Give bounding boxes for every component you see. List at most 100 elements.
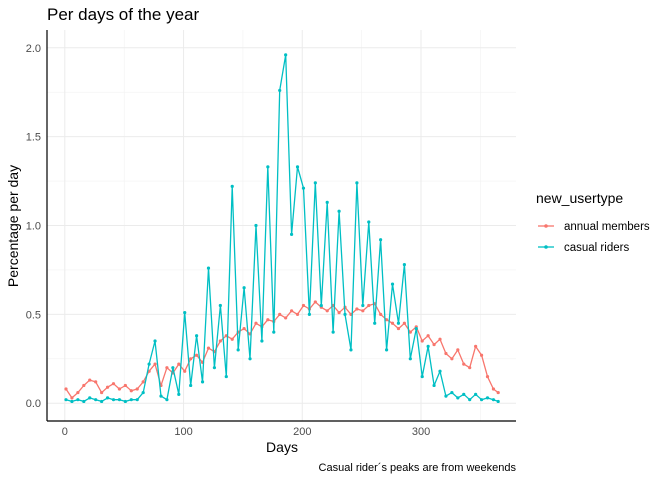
y-tick-label: 1.0 xyxy=(26,221,41,233)
series-point xyxy=(313,181,317,185)
x-tick-label: 300 xyxy=(412,426,430,438)
series-point xyxy=(432,342,436,347)
series-point xyxy=(491,398,496,402)
series-point xyxy=(159,394,163,398)
series-point xyxy=(165,366,169,370)
series-point xyxy=(462,362,466,366)
x-tick-label: 100 xyxy=(174,426,192,438)
series-point xyxy=(266,165,270,169)
series-point xyxy=(254,321,258,325)
series-point xyxy=(319,303,323,308)
series-point xyxy=(496,390,500,395)
x-tick-label: 0 xyxy=(62,426,68,438)
legend-key-point xyxy=(544,224,548,228)
series-point xyxy=(141,390,145,395)
series-point xyxy=(331,330,335,334)
series-point xyxy=(420,374,424,379)
series-point xyxy=(206,266,211,270)
series-point xyxy=(111,382,116,386)
y-ticks: 0.0 0.5 1.0 1.5 2.0 xyxy=(26,43,41,410)
grid-major xyxy=(47,30,516,421)
series-point xyxy=(206,346,211,350)
series-point xyxy=(183,369,187,373)
series-point xyxy=(248,357,252,361)
series-point xyxy=(189,383,193,388)
series-point xyxy=(230,337,234,341)
chart-title: Per days of the year xyxy=(47,5,199,24)
series-point xyxy=(278,88,282,93)
y-tick-label: 0.0 xyxy=(26,398,41,410)
series-point xyxy=(129,389,133,393)
series-point xyxy=(230,184,234,188)
series-point xyxy=(100,390,104,395)
y-axis-title: Percentage per day xyxy=(5,165,21,287)
series-point xyxy=(82,399,86,404)
series-point xyxy=(361,303,365,308)
series-point xyxy=(479,398,484,402)
series-point xyxy=(414,326,418,331)
series-point xyxy=(468,366,472,370)
series-point xyxy=(278,312,282,316)
series-point xyxy=(373,321,377,325)
series-point xyxy=(485,396,490,400)
series-point xyxy=(64,398,68,402)
series-point xyxy=(289,309,294,313)
series-point xyxy=(361,309,365,313)
series-point xyxy=(200,380,205,384)
series-point xyxy=(420,339,424,343)
series-point xyxy=(485,374,490,379)
y-tick-label: 1.5 xyxy=(26,132,41,144)
series-point xyxy=(218,339,222,343)
series-point xyxy=(195,334,199,338)
series-point xyxy=(390,321,395,325)
series-layer xyxy=(64,53,500,404)
series-point xyxy=(289,232,294,236)
series-point xyxy=(426,334,430,338)
series-point xyxy=(462,392,466,396)
series-point xyxy=(88,378,92,382)
series-point xyxy=(260,339,264,343)
series-point xyxy=(147,362,151,366)
series-point xyxy=(105,385,110,389)
series-point xyxy=(284,316,288,320)
series-point xyxy=(396,326,401,331)
series-point xyxy=(284,53,288,57)
series-point xyxy=(165,398,169,402)
series-point xyxy=(70,399,74,404)
series-point xyxy=(402,321,406,325)
series-point xyxy=(367,220,371,224)
series-point xyxy=(325,200,329,204)
series-point xyxy=(70,396,74,400)
series-point xyxy=(468,398,472,402)
series-point xyxy=(195,353,199,357)
series-point xyxy=(94,380,98,384)
series-point xyxy=(123,383,127,388)
y-tick-label: 2.0 xyxy=(26,43,41,55)
series-point xyxy=(307,312,312,316)
series-point xyxy=(479,353,484,357)
series-point xyxy=(94,398,98,402)
series-point xyxy=(153,339,157,343)
series-point xyxy=(384,318,389,322)
series-point xyxy=(266,318,270,322)
x-ticks: 0 100 200 300 xyxy=(62,426,430,438)
x-axis-title: Days xyxy=(266,439,298,455)
legend: new_usertype annual members casual riders xyxy=(536,190,650,254)
series-point xyxy=(444,351,448,356)
series-point xyxy=(88,396,92,400)
series-point xyxy=(301,303,306,308)
series-point xyxy=(224,374,228,379)
series-point xyxy=(141,380,145,384)
series-point xyxy=(236,348,240,352)
series-point xyxy=(396,321,401,325)
series-point xyxy=(474,344,478,348)
series-point xyxy=(272,330,276,334)
series-point xyxy=(295,165,300,169)
x-tick-label: 200 xyxy=(293,426,311,438)
series-point xyxy=(426,344,430,348)
series-point xyxy=(355,181,359,185)
legend-label: casual riders xyxy=(564,242,629,254)
series-point xyxy=(177,362,181,366)
series-point xyxy=(379,312,383,316)
